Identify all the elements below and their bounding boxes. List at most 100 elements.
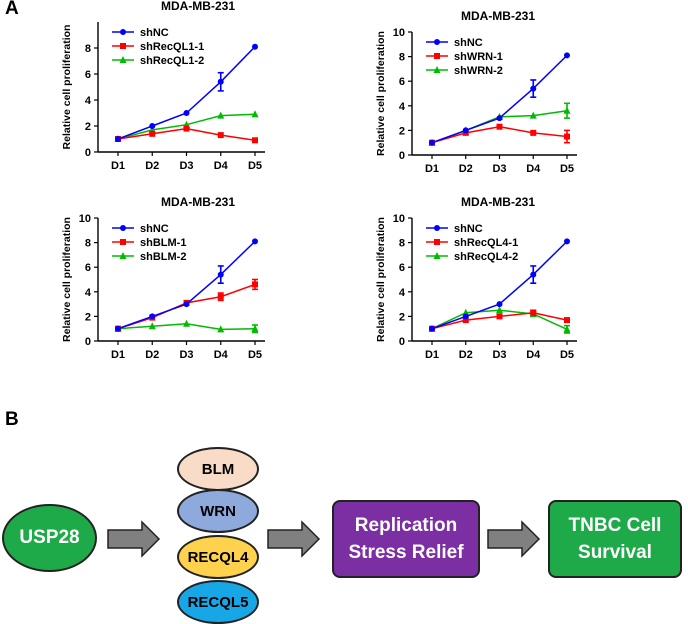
chart-4: MDA-MB-231 0 2 4 6 8 10 D1 D2 D3 D4 D5 Relative cell… [375,195,577,361]
replication-stress-relief-box: Replication Stress Relief [332,500,480,578]
y-tick-label: 0 [399,150,405,162]
square-marker [252,281,258,288]
x-tick-label: D3 [179,349,193,361]
legend-label: shRecQL4-2 [454,251,518,263]
x-tick-label: D2 [145,160,159,172]
y-tick-label: 2 [399,125,405,137]
y-tick-label: 8 [85,238,91,250]
series-shRecQL4-2 [428,306,571,334]
x-tick-label: D4 [526,163,541,175]
y-tick-label: 4 [85,95,92,107]
recql5-node: RECQL5 [177,580,259,624]
square-marker [462,317,469,324]
circle-marker [434,225,440,231]
arrow-shape [487,520,541,558]
y-axis-label: Relative cell proliferation [61,217,73,342]
y-tick-label: 2 [399,311,405,323]
y-tick-label: 8 [399,238,405,250]
x-tick-label: D4 [214,160,229,172]
y-tick-label: 2 [85,121,91,133]
legend-entry: shWRN-2 [426,65,503,77]
x-tick-label: D1 [425,349,439,361]
y-axis-label: Relative cell proliferation [61,25,73,150]
square-marker [496,123,503,130]
triangle-marker [217,111,225,119]
square-marker [530,129,537,136]
x-tick-label: D3 [492,163,506,175]
y-tick-label: 4 [399,287,406,299]
arrow-shape [107,520,161,558]
arrow-replication-to-survival [487,520,541,558]
circle-marker [120,29,126,35]
y-tick-label: 6 [399,76,405,88]
x-tick-label: D2 [459,349,473,361]
circle-marker [217,78,224,85]
circle-marker [149,313,156,320]
circle-marker [530,271,537,278]
legend-label: shBLM-1 [140,237,186,249]
panel-a-charts: MDA-MB-231 0 2 4 6 8 D1 D2 D3 D4 D5 Relative cell p… [61,0,577,361]
arrow-helicases-to-replication [267,520,321,558]
y-tick-label: 4 [85,287,92,299]
survival-line-2: Survival [578,542,652,563]
square-marker [564,133,570,140]
legend-entry: shWRN-1 [426,51,503,63]
legend-label: shWRN-2 [454,65,503,77]
recql4-node: RECQL4 [177,535,259,579]
series-shWRN-1 [429,123,570,146]
triangle-marker [563,106,571,114]
square-marker [217,293,224,300]
legend-label: shBLM-2 [140,251,186,263]
chart-title: MDA-MB-231 [161,0,235,13]
y-tick-label: 6 [85,262,91,274]
chart-title: MDA-MB-231 [461,195,535,209]
circle-marker [252,238,258,245]
triangle-marker [148,322,156,330]
x-tick-label: D5 [560,163,574,175]
triangle-marker [529,111,537,119]
x-tick-label: D5 [248,349,262,361]
x-tick-label: D2 [145,349,159,361]
x-tick-label: D3 [492,349,506,361]
x-tick-label: D4 [526,349,541,361]
circle-marker [496,115,503,122]
y-tick-label: 4 [399,101,406,113]
y-tick-label: 0 [85,147,91,159]
x-tick-label: D2 [459,163,473,175]
x-tick-label: D5 [248,160,262,172]
square-marker [217,132,224,139]
usp28-node: USP28 [2,504,97,572]
panel-label-a: A [5,0,19,19]
y-tick-label: 2 [85,311,91,323]
triangle-marker [217,325,225,333]
x-tick-label: D1 [425,163,439,175]
y-tick-label: 10 [79,213,91,225]
legend-label: shRecQL4-1 [454,237,518,249]
triangle-marker [462,308,470,316]
circle-marker [564,52,570,59]
circle-marker [564,238,570,245]
triangle-marker [119,56,127,63]
y-tick-label: 10 [393,27,405,39]
circle-marker [462,127,469,134]
survival-line-1: TNBC Cell [568,515,662,536]
circle-marker [149,123,156,129]
wrn-node: WRN [177,489,259,533]
triangle-marker [251,110,259,118]
triangle-marker [183,319,190,327]
arrow-usp28-to-helicases [107,520,161,558]
triangle-marker [119,252,127,259]
square-marker [434,53,440,59]
series-shNC [115,238,258,332]
y-tick-label: 6 [399,262,405,274]
chart-title: MDA-MB-231 [461,9,535,23]
square-marker [496,313,503,320]
square-marker [530,309,537,316]
legend-entry: shNC [426,223,483,235]
replication-line-2: Stress Relief [348,542,464,563]
circle-marker [462,313,469,320]
circle-marker [183,301,190,308]
x-tick-label: D5 [560,349,574,361]
circle-marker [120,225,126,231]
chart-1: MDA-MB-231 0 2 4 6 8 D1 D2 D3 D4 D5 Relative cell p… [61,0,265,172]
